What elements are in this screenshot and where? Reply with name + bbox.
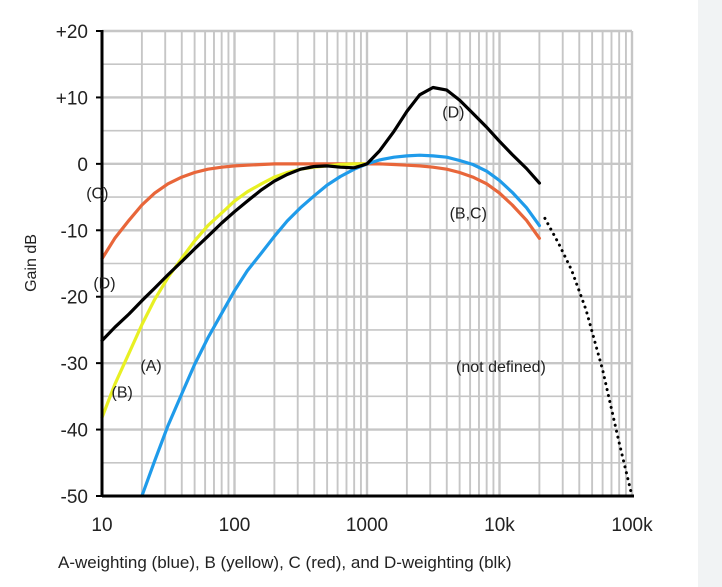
x-tick-label: 100: [219, 515, 251, 536]
series-line-d-weighting: [100, 85, 541, 343]
y-tick-label: +10: [56, 88, 88, 109]
series-line-a-weighting: [140, 153, 541, 498]
annotation-label: (B,C): [450, 205, 487, 222]
x-tick-label: 1000: [346, 515, 388, 536]
series-line-c-weighting: [100, 162, 541, 261]
y-tick-label: -10: [61, 221, 88, 242]
grid: [102, 29, 634, 496]
x-tick-label: 10: [91, 515, 112, 536]
annotation-label: (D): [93, 276, 115, 293]
y-tick-label: -20: [61, 288, 88, 309]
annotation-label: (A): [140, 358, 161, 375]
y-tick-label: -50: [61, 487, 88, 508]
right-edge-strip: [698, 0, 722, 587]
y-tick-label: -40: [61, 421, 88, 442]
y-tick-label: +20: [56, 22, 88, 43]
annotation-label: (B): [112, 385, 133, 402]
axes: [96, 30, 634, 498]
annotation-label: (not defined): [456, 359, 546, 376]
annotation-label: (D): [442, 104, 464, 121]
annotation-label: (C): [86, 185, 108, 202]
series-layer: [100, 85, 634, 498]
x-tick-label: 100k: [611, 515, 653, 536]
annotations: (D) (B,C) (C) (D) (B) (A) (not defined): [86, 104, 546, 401]
x-axis-caption: A-weighting (blue), B (yellow), C (red),…: [58, 553, 512, 572]
y-tick-label: 0: [77, 155, 88, 176]
y-axis-label: Gain dB: [23, 234, 40, 292]
series-line-not-defined: [543, 216, 634, 498]
x-tick-label: 10k: [484, 515, 515, 536]
y-tick-label: -30: [61, 354, 88, 375]
